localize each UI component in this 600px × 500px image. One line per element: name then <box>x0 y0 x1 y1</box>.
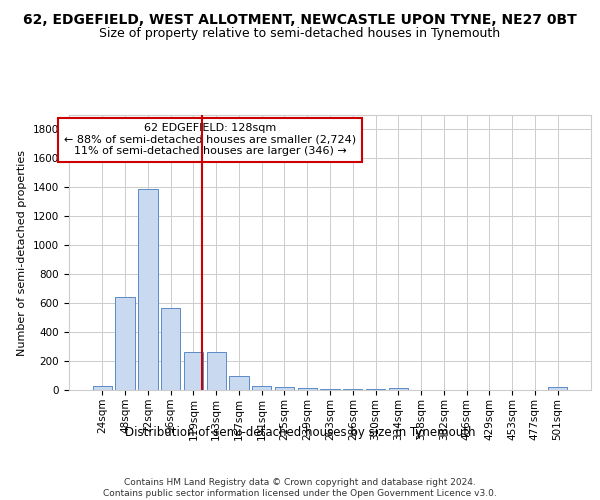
Bar <box>161 308 181 390</box>
Bar <box>184 352 203 390</box>
Bar <box>548 387 567 390</box>
Bar <box>275 387 294 390</box>
Text: 62, EDGEFIELD, WEST ALLOTMENT, NEWCASTLE UPON TYNE, NE27 0BT: 62, EDGEFIELD, WEST ALLOTMENT, NEWCASTLE… <box>23 12 577 26</box>
Y-axis label: Number of semi-detached properties: Number of semi-detached properties <box>17 150 28 356</box>
Text: Distribution of semi-detached houses by size in Tynemouth: Distribution of semi-detached houses by … <box>125 426 475 439</box>
Bar <box>93 386 112 390</box>
Text: 62 EDGEFIELD: 128sqm
← 88% of semi-detached houses are smaller (2,724)
11% of se: 62 EDGEFIELD: 128sqm ← 88% of semi-detac… <box>64 123 356 156</box>
Bar <box>343 388 362 390</box>
Bar <box>320 388 340 390</box>
Bar <box>366 388 385 390</box>
Bar <box>138 189 158 390</box>
Text: Contains HM Land Registry data © Crown copyright and database right 2024.
Contai: Contains HM Land Registry data © Crown c… <box>103 478 497 498</box>
Bar <box>252 386 271 390</box>
Bar <box>298 388 317 390</box>
Bar <box>229 376 248 390</box>
Bar <box>206 352 226 390</box>
Bar <box>389 388 408 390</box>
Text: Size of property relative to semi-detached houses in Tynemouth: Size of property relative to semi-detach… <box>100 28 500 40</box>
Bar <box>115 296 135 390</box>
